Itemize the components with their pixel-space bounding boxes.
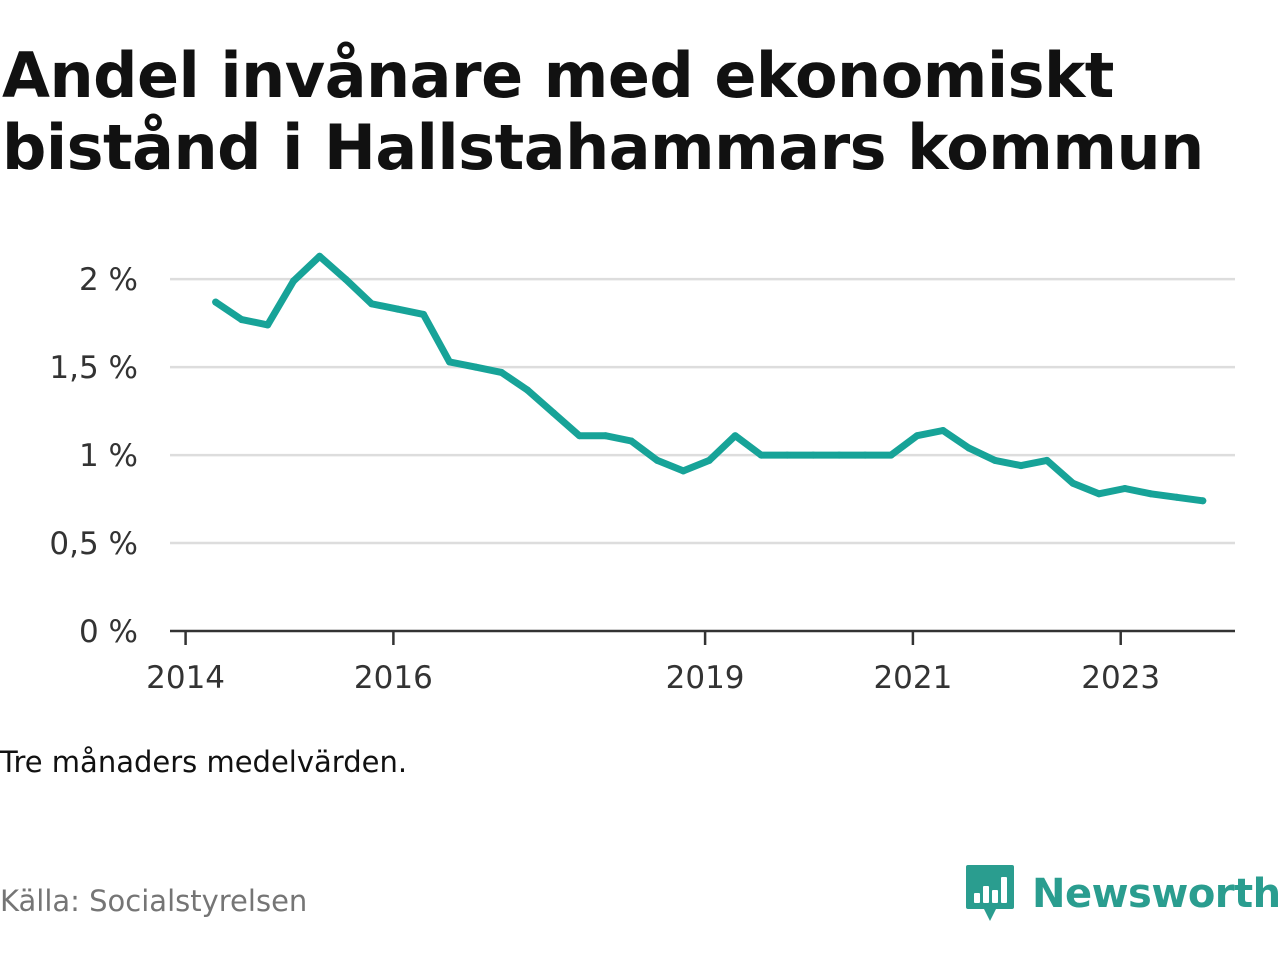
data-point [1199, 497, 1207, 505]
data-point [264, 321, 272, 329]
data-point [238, 316, 246, 324]
data-point [1095, 490, 1103, 498]
y-tick-label: 1,5 % [49, 350, 138, 386]
data-point [757, 451, 765, 459]
data-point [991, 456, 999, 464]
data-point [368, 300, 376, 308]
data-point [679, 467, 687, 475]
brand-logo[interactable]: Newsworthy [964, 862, 1280, 926]
x-tick-label: 2021 [873, 660, 952, 696]
y-tick-label: 2 % [79, 262, 138, 298]
line-chart: 0 % 0,5 % 1 % 1,5 % 2 % 2014 2016 2019 2021 2023 [49, 252, 1235, 696]
y-tick-label: 1 % [79, 438, 138, 474]
data-point [290, 277, 298, 285]
chart-note: Tre månaders medelvärden. [0, 745, 408, 779]
data-point [835, 451, 843, 459]
series-line [212, 252, 1207, 505]
data-point [575, 432, 583, 440]
newsworthy-logo-icon [966, 865, 1014, 921]
data-point [1121, 485, 1129, 492]
data-point [472, 363, 479, 371]
data-point [809, 451, 817, 459]
data-point [523, 386, 531, 394]
brand-name: Newsworthy [1032, 871, 1280, 917]
data-point [731, 432, 739, 440]
data-point [653, 456, 661, 464]
data-point [446, 358, 453, 366]
data-point [497, 368, 505, 376]
data-point [1043, 456, 1051, 464]
x-axis-ticks: 2014 2016 2019 2021 2023 [146, 631, 1160, 696]
data-point [1069, 479, 1077, 487]
data-point [1017, 462, 1025, 470]
x-tick-label: 2014 [146, 660, 225, 696]
x-tick-label: 2023 [1081, 660, 1160, 696]
x-tick-label: 2019 [666, 660, 745, 696]
y-axis-tick-labels: 0 % 0,5 % 1 % 1,5 % 2 % [49, 262, 138, 650]
data-point [627, 437, 635, 445]
data-point [913, 432, 921, 440]
series-layer [212, 252, 1207, 505]
data-point [783, 451, 791, 459]
data-point [939, 427, 947, 434]
data-point [342, 275, 350, 283]
data-point [420, 310, 427, 318]
data-point [601, 432, 609, 440]
data-point [1147, 490, 1155, 498]
data-point [316, 252, 324, 260]
source-text: Källa: Socialstyrelsen [0, 884, 308, 918]
x-tick-label: 2016 [354, 660, 433, 696]
y-tick-label: 0 % [79, 614, 138, 650]
data-point [212, 298, 220, 306]
data-point [705, 456, 713, 464]
data-point [887, 451, 895, 459]
chart-title: Andel invånare med ekonomiskt bistånd i … [2, 39, 1204, 184]
gridlines [170, 277, 1235, 545]
data-point [965, 444, 973, 452]
data-point [549, 409, 557, 417]
y-tick-label: 0,5 % [49, 526, 138, 562]
data-point [1173, 493, 1181, 501]
data-point [861, 451, 869, 459]
data-point [394, 305, 401, 313]
